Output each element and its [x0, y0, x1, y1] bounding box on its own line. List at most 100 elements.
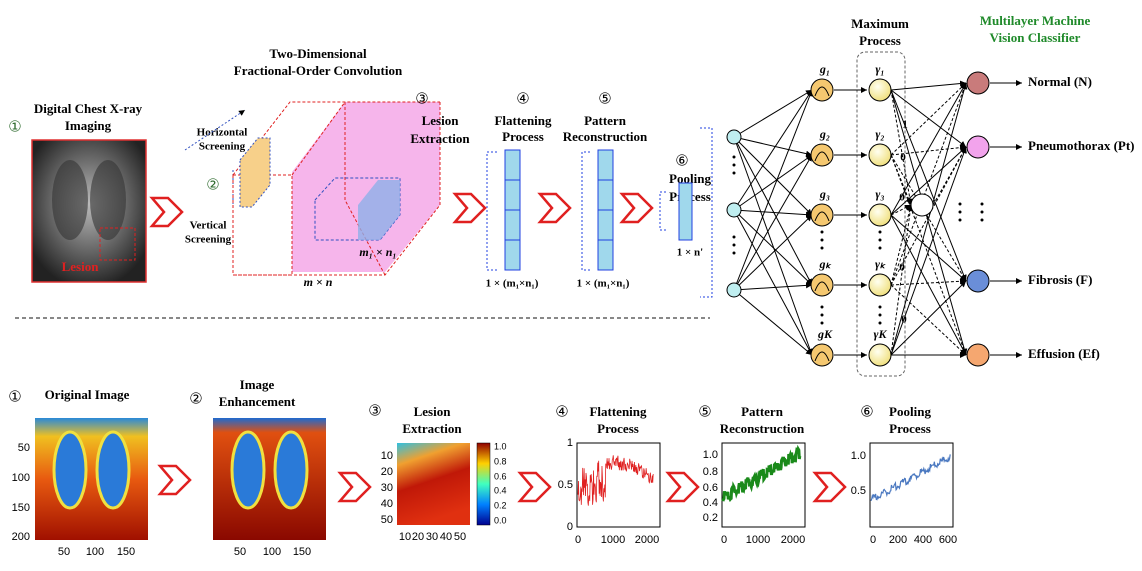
title: Fractional-Order Convolution [234, 63, 403, 78]
edge [734, 155, 812, 290]
dot [821, 306, 824, 309]
g-node [811, 344, 833, 366]
dot [879, 322, 882, 325]
weight: 0 [899, 262, 905, 274]
dot [733, 156, 736, 159]
edge [734, 210, 812, 355]
yticks-tick-label: 0.6 [703, 482, 718, 494]
dot [879, 231, 882, 234]
colorbar-label: 0.4 [494, 485, 507, 495]
chevron [622, 194, 652, 222]
title: Image [240, 377, 275, 392]
gamma-node [869, 344, 891, 366]
step-num: ⑤ [598, 91, 611, 107]
dot [959, 203, 962, 206]
xticks-tick-label: 150 [117, 546, 135, 558]
weight: 0 [899, 192, 905, 204]
xticks-tick-label: 0 [721, 534, 727, 546]
title: Original Image [45, 387, 130, 402]
lung [52, 160, 88, 240]
title: Process [889, 421, 931, 436]
gamma-node [869, 274, 891, 296]
title: Process [597, 421, 639, 436]
step-num: ④ [516, 91, 529, 107]
edge [734, 137, 812, 155]
label: Horizontal [197, 127, 248, 139]
xticks-tick-label: 20 [412, 531, 424, 543]
lung [97, 432, 129, 508]
yticks-tick-label: 30 [381, 482, 393, 494]
dot [733, 164, 736, 167]
g-label: g₃ [819, 187, 830, 201]
g-node [811, 144, 833, 166]
xticks-tick-label: 2000 [635, 534, 659, 546]
colorbar-label: 1.0 [494, 441, 507, 451]
dim: m₁ × n₁ [359, 245, 396, 259]
g-label: g₁ [819, 62, 830, 76]
input-node [727, 203, 741, 217]
title: Reconstruction [720, 421, 805, 436]
gamma-label: γₖ [875, 257, 887, 271]
yticks-tick-label: 0.8 [703, 466, 718, 478]
yticks-tick-label: 50 [381, 514, 393, 526]
g-label: gK [817, 327, 833, 341]
dim: 1 × n' [677, 247, 703, 259]
step-num: ② [189, 391, 202, 407]
yticks-tick-label: 10 [381, 450, 393, 462]
dot [733, 172, 736, 175]
lung [54, 432, 86, 508]
yticks-tick-label: 100 [12, 472, 30, 484]
step-num: ④ [555, 404, 568, 420]
title: Flattening [589, 404, 647, 419]
lesion-label: Lesion [62, 259, 100, 274]
dim: m × n [304, 275, 333, 289]
title: Pattern [584, 113, 627, 128]
dot [959, 219, 962, 222]
dot [733, 244, 736, 247]
weight: 0 [900, 152, 906, 164]
edge [734, 155, 812, 210]
output-node [967, 344, 989, 366]
lung [275, 432, 307, 508]
edge [891, 83, 966, 90]
step-num: ⑤ [698, 404, 711, 420]
gamma-node [869, 144, 891, 166]
dim: 1 × (m₁×n₁) [486, 278, 539, 290]
chevron [340, 473, 370, 501]
title: Flattening [494, 113, 552, 128]
step-num: ⑥ [675, 153, 688, 169]
yticks-tick-label: 0 [567, 521, 573, 533]
xticks-tick-label: 200 [889, 534, 907, 546]
chevron [540, 194, 570, 222]
title: Pattern [741, 404, 784, 419]
title: Lesion [422, 113, 460, 128]
yticks-tick-label: 20 [381, 466, 393, 478]
dot [733, 252, 736, 255]
xticks-tick-label: 0 [575, 534, 581, 546]
xticks-tick-label: 0 [870, 534, 876, 546]
results: ① Original Image ② Image Enhancement ③ L… [8, 377, 957, 558]
weight: 1 [902, 119, 908, 131]
colorbar-label: 0.6 [494, 471, 507, 481]
chevron [815, 473, 845, 501]
edge [891, 90, 911, 205]
xticks-tick-label: 100 [86, 546, 104, 558]
xticks-tick-label: 150 [293, 546, 311, 558]
gamma-label: γ₃ [875, 187, 884, 201]
xticks-tick-label: 50 [234, 546, 246, 558]
title: Extraction [402, 421, 462, 436]
g-node [811, 274, 833, 296]
dot [879, 239, 882, 242]
plot-frame [577, 443, 660, 527]
colorbar-label: 0.2 [494, 500, 507, 510]
chevron [668, 473, 698, 501]
yticks-tick-label: 1.0 [703, 449, 718, 461]
title: Pooling [889, 404, 931, 419]
title: Imaging [65, 118, 112, 133]
input-node [727, 283, 741, 297]
input-node [727, 130, 741, 144]
chevron [152, 198, 182, 226]
yticks-tick-label: 200 [12, 531, 30, 543]
dot [821, 247, 824, 250]
